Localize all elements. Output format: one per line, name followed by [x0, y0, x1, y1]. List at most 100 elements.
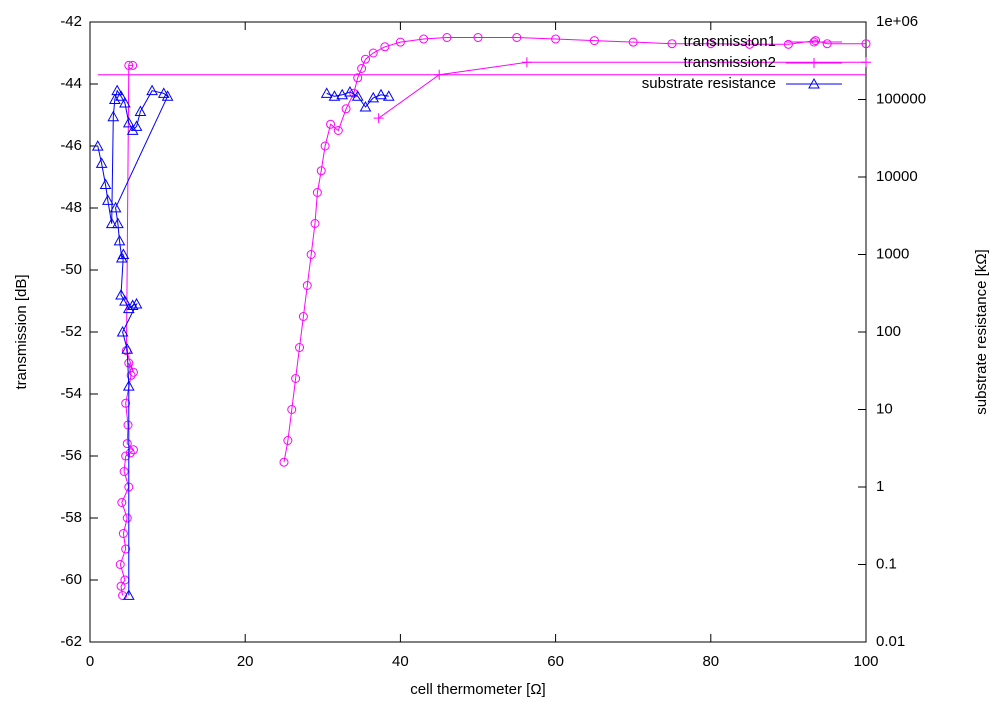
y-tick-label: -60	[60, 571, 82, 588]
data-point	[112, 217, 124, 229]
data-point	[745, 39, 755, 49]
x-tick-label: 40	[392, 653, 409, 670]
data-point	[146, 84, 158, 96]
data-point	[320, 141, 330, 151]
data-point	[116, 325, 129, 337]
x-tick-label: 20	[237, 653, 254, 670]
data-point	[359, 100, 372, 112]
data-point	[119, 97, 131, 108]
data-point	[121, 451, 131, 461]
data-point	[117, 248, 130, 259]
data-point	[512, 33, 522, 42]
data-point	[380, 42, 390, 52]
data-point	[706, 39, 716, 49]
data-point	[130, 120, 143, 131]
data-point	[121, 398, 131, 408]
data-point	[822, 39, 832, 49]
data-point	[128, 60, 138, 70]
data-point	[367, 91, 380, 103]
data-point	[119, 467, 129, 476]
data-point	[115, 560, 125, 569]
data-point	[115, 90, 127, 101]
y-tick-label: -54	[60, 385, 82, 402]
y2-tick-label: 0.1	[876, 555, 897, 572]
data-point	[333, 126, 343, 135]
data-point	[628, 37, 638, 47]
data-point	[320, 87, 333, 98]
data-point	[95, 157, 108, 168]
x-tick-label: 60	[547, 653, 564, 670]
y-tick-label: -48	[60, 199, 82, 216]
data-point	[124, 358, 134, 368]
data-point	[357, 64, 367, 73]
y-tick-label: -58	[60, 509, 82, 526]
y-tick-label: -56	[60, 447, 82, 464]
data-point	[302, 281, 312, 290]
legend-label: transmission1	[683, 33, 776, 50]
y2-tick-label: 1	[876, 478, 884, 495]
data-point	[113, 234, 126, 246]
data-point	[118, 529, 128, 538]
data-point	[122, 116, 135, 128]
data-point	[368, 48, 378, 58]
data-point	[306, 250, 316, 259]
data-point	[283, 436, 293, 445]
data-point	[295, 343, 305, 352]
data-point	[341, 104, 351, 114]
y2-tick-label: 1e+06	[876, 13, 918, 30]
data-point	[375, 88, 387, 100]
data-point	[298, 312, 308, 321]
data-point	[353, 73, 363, 83]
y-tick-label: -42	[60, 13, 82, 30]
data-point	[122, 380, 135, 391]
data-point	[128, 445, 138, 455]
data-point	[122, 439, 132, 449]
data-point	[395, 37, 405, 47]
y2-tick-label: 100000	[876, 90, 926, 107]
data-point	[117, 498, 127, 507]
data-point	[122, 589, 135, 600]
data-point	[328, 90, 341, 101]
series-line	[97, 61, 866, 119]
data-point	[115, 288, 127, 300]
data-point	[312, 188, 322, 197]
data-point	[344, 85, 356, 97]
series-line	[97, 89, 389, 596]
data-point	[111, 84, 124, 96]
data-point	[109, 201, 122, 213]
data-point	[667, 39, 677, 49]
data-point	[101, 194, 114, 205]
data-point	[521, 57, 532, 68]
data-point	[316, 166, 326, 176]
data-point	[336, 88, 349, 100]
data-point	[351, 90, 364, 101]
y-tick-label: -46	[60, 137, 82, 154]
legend-marker	[809, 37, 819, 47]
data-point	[861, 39, 871, 49]
data-point	[134, 105, 147, 117]
y2-tick-label: 10	[876, 400, 893, 417]
legend-label: transmission2	[683, 54, 776, 71]
data-point	[126, 124, 139, 135]
data-point	[108, 93, 121, 104]
data-point	[126, 299, 139, 310]
data-point	[861, 57, 871, 68]
data-point	[811, 36, 821, 46]
data-point	[473, 33, 483, 42]
y-tick-label: -62	[60, 633, 82, 650]
y-tick-label: -44	[60, 75, 82, 92]
data-point	[279, 457, 289, 467]
data-point	[128, 367, 138, 377]
data-point	[551, 34, 561, 44]
data-point	[125, 448, 135, 458]
data-point	[123, 420, 133, 430]
data-point	[419, 34, 429, 44]
data-point	[126, 370, 136, 380]
x-axis-label: cell thermometer [Ω]	[410, 681, 545, 698]
data-point	[382, 90, 395, 101]
data-point	[99, 178, 112, 190]
legend-label: substrate resistance	[642, 75, 776, 92]
data-point	[119, 295, 131, 306]
